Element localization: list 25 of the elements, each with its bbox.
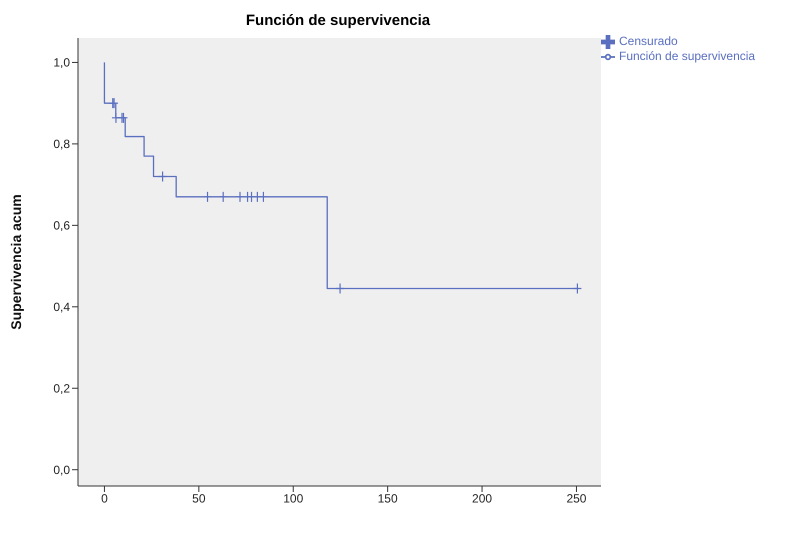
point [258, 191, 268, 202]
x-tick-label: 50 [192, 492, 206, 506]
y-tick-label: 0,2 [53, 382, 70, 396]
x-tick-label: 150 [378, 492, 398, 506]
point [202, 191, 212, 202]
point [335, 282, 345, 294]
point [235, 191, 245, 202]
point [158, 170, 168, 182]
y-tick-label: 0,6 [53, 218, 70, 233]
chart-title: Función de supervivencia [244, 12, 432, 29]
point [111, 112, 121, 124]
y-tick-label: 0,8 [53, 137, 70, 152]
point [252, 191, 262, 202]
x-tick-label: 0 [101, 492, 108, 506]
y-tick-label: 1,0 [53, 56, 70, 70]
legend-label: Función de supervivencia [619, 48, 756, 63]
x-tick-label: 100 [283, 492, 304, 506]
x-tick-label: 200 [472, 492, 492, 506]
point [218, 191, 228, 202]
x-tick-label: 250 [566, 492, 587, 506]
legend-label: Censurado [619, 34, 678, 48]
y-tick-label: 0,4 [53, 300, 70, 314]
y-tick-label: 0,0 [53, 462, 70, 477]
y-axis-title: Supervivencia acum [8, 194, 24, 330]
point [246, 191, 256, 202]
